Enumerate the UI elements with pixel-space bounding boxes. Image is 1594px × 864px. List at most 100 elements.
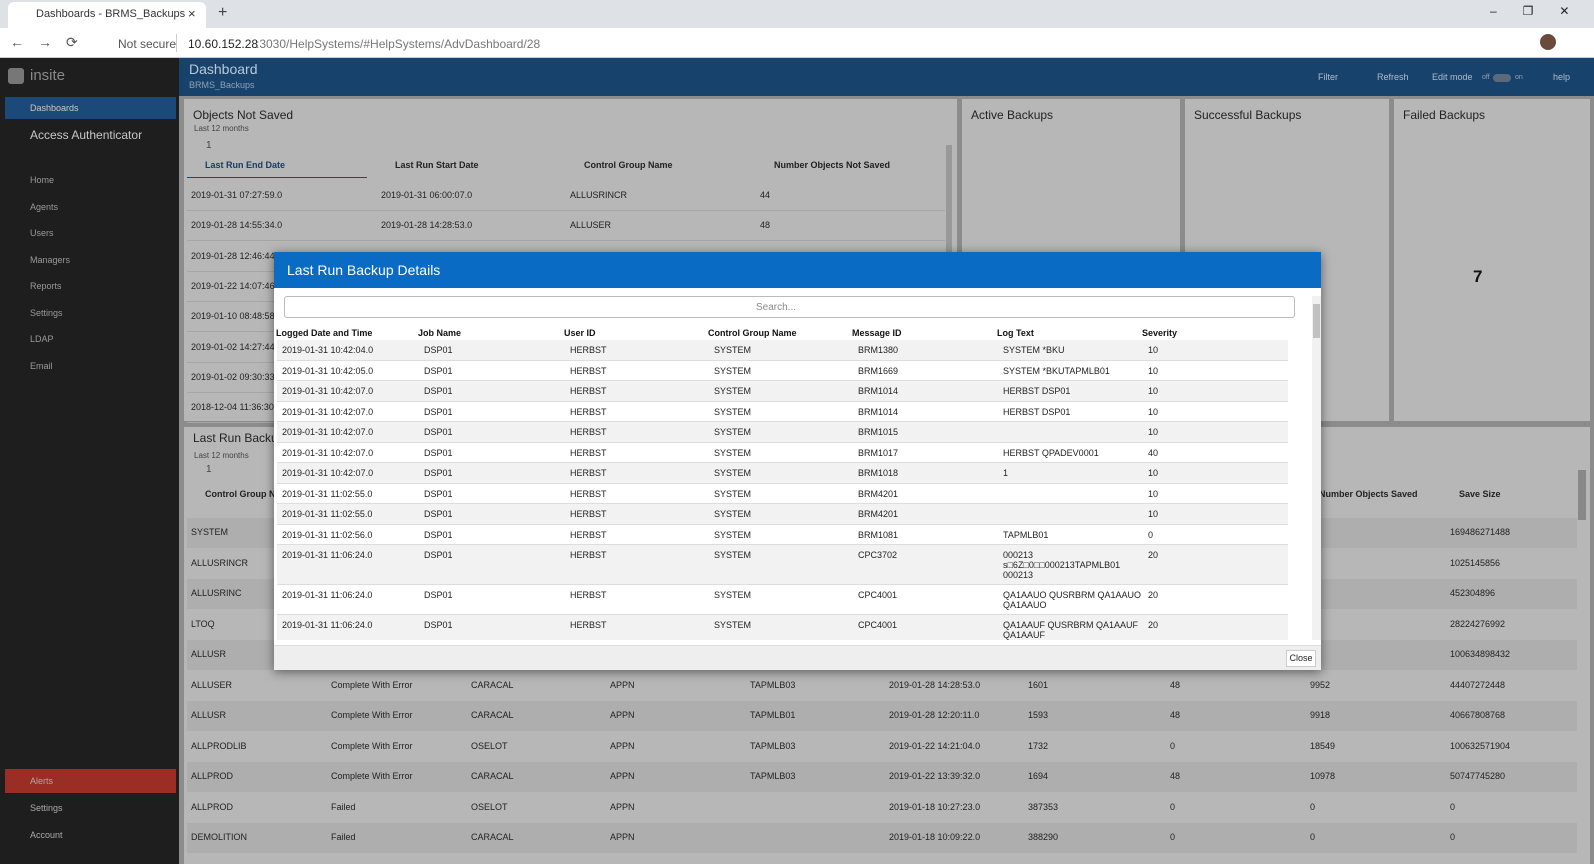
column-header[interactable]: Control Group Na xyxy=(205,489,281,499)
new-tab[interactable]: + xyxy=(218,4,228,21)
row-line xyxy=(187,240,945,242)
cell: 2019-01-10 08:48:58.0 xyxy=(191,311,283,322)
cell: 28224276992 xyxy=(1450,618,1506,629)
nav-bottom[interactable]: Alerts xyxy=(30,776,54,786)
search-placeholder: Search... xyxy=(756,302,797,313)
cell: HERBST xyxy=(570,590,607,600)
pager[interactable]: 1 xyxy=(206,464,212,475)
cell: BRM4201 xyxy=(858,489,899,499)
cell: SYSTEM xyxy=(714,489,752,499)
nav-item[interactable]: Home xyxy=(30,175,55,185)
cell: HERBST xyxy=(570,468,607,478)
cell: 0 xyxy=(1450,801,1456,812)
modal-footer xyxy=(274,645,1321,670)
column-header[interactable]: Log Text xyxy=(997,328,1034,338)
cell: 0 xyxy=(1310,832,1316,842)
row xyxy=(277,443,1288,463)
cell: DSP01 xyxy=(424,345,453,355)
close-button[interactable]: Close xyxy=(1286,650,1316,667)
url-path: :3030/HelpSystems/#HelpSystems/AdvDashbo… xyxy=(256,37,541,51)
column-header[interactable]: Number Objects Not Saved xyxy=(774,160,891,170)
cell: Complete With Error xyxy=(331,771,413,781)
nav-item[interactable]: Agents xyxy=(30,201,59,212)
nav-buttons[interactable]: ←→⟳ xyxy=(10,34,92,50)
cell: 44407272448 xyxy=(1450,679,1506,690)
cell: 48 xyxy=(1170,771,1181,781)
header-action[interactable]: Edit mode xyxy=(1432,72,1473,82)
cell: Complete With Error xyxy=(331,710,413,720)
cell: Failed xyxy=(331,832,356,842)
tab-close[interactable]: × xyxy=(188,6,196,21)
column-header[interactable]: User ID xyxy=(564,328,596,338)
nav-bottom[interactable]: Settings xyxy=(30,803,63,813)
cell: CPC3702 xyxy=(858,550,898,560)
cell: DSP01 xyxy=(424,468,453,478)
tile-value: 7 xyxy=(1473,267,1483,286)
cell: HERBST xyxy=(570,427,607,437)
cell: 100632571904 xyxy=(1450,740,1511,751)
cell: HERBST xyxy=(570,345,607,355)
column-header[interactable]: Control Group Name xyxy=(584,160,673,170)
help[interactable]: help xyxy=(1553,72,1571,82)
panel-title: Objects Not Saved xyxy=(193,108,294,122)
cell: HERBST xyxy=(570,366,607,376)
row-band xyxy=(187,670,1577,701)
cell: CPC4001 xyxy=(858,620,898,630)
nav-item[interactable]: Users xyxy=(30,228,54,238)
column-header[interactable]: Message ID xyxy=(852,328,902,338)
cell: LTOQ xyxy=(191,618,215,629)
cell: 0 xyxy=(1170,832,1176,842)
cell: ALLPRODLIB xyxy=(191,740,247,751)
nav-item[interactable]: LDAP xyxy=(30,334,54,344)
cell: BRM1014 xyxy=(858,407,899,417)
search-box[interactable] xyxy=(284,296,1295,318)
header-action[interactable]: Refresh xyxy=(1377,72,1409,82)
cell: BRM1015 xyxy=(858,427,899,437)
column-header[interactable]: Number Objects Saved xyxy=(1319,489,1418,499)
cell: 2019-01-18 10:27:23.0 xyxy=(889,801,981,812)
nav-primary[interactable]: Dashboards xyxy=(30,103,79,113)
cell: 2019-01-22 14:21:04.0 xyxy=(889,740,981,751)
nav-item[interactable]: Settings xyxy=(30,307,63,318)
column-header[interactable]: Last Run Start Date xyxy=(395,160,479,170)
cell: 2019-01-28 14:28:53.0 xyxy=(381,220,473,231)
column-header[interactable]: Control Group Name xyxy=(708,328,797,338)
toolbar xyxy=(0,28,1594,58)
cell: ALLUSER xyxy=(570,220,612,231)
tile-title: Failed Backups xyxy=(1403,108,1486,122)
cell: SYSTEM xyxy=(714,407,752,417)
cell: DSP01 xyxy=(424,489,453,499)
column-header[interactable]: Last Run End Date xyxy=(205,160,286,170)
nav-item[interactable]: Email xyxy=(30,360,53,371)
pager[interactable]: 1 xyxy=(206,140,212,151)
cell: 0 xyxy=(1148,530,1154,540)
column-header[interactable]: Severity xyxy=(1142,328,1178,338)
tab-strip xyxy=(0,0,1594,28)
cell: 387353 xyxy=(1028,801,1059,812)
cell: 2019-01-18 10:09:22.0 xyxy=(889,832,981,842)
toggle-on[interactable]: on xyxy=(1515,74,1523,81)
column-header[interactable]: Logged Date and Time xyxy=(276,328,373,338)
url-sep xyxy=(176,34,177,52)
nav-bottom[interactable]: Account xyxy=(30,830,63,840)
header-action[interactable]: Filter xyxy=(1318,72,1338,82)
tab[interactable] xyxy=(8,2,206,28)
nav-item[interactable]: Reports xyxy=(30,281,62,291)
cell: HERBST xyxy=(570,509,607,519)
tile-title: Successful Backups xyxy=(1194,108,1302,122)
cell: 10 xyxy=(1148,366,1159,376)
toggle-off[interactable]: off xyxy=(1482,74,1490,81)
row xyxy=(277,525,1288,545)
nav-primary[interactable]: Access Authenticator xyxy=(30,128,143,142)
cell: 2019-01-31 11:06:24.0 xyxy=(282,550,373,560)
cell: QA1AAUO QUSRBRM QA1AAUO QA1AAUO xyxy=(1003,590,1142,610)
cell: 2019-01-31 11:06:24.0 xyxy=(282,590,373,600)
column-header[interactable]: Job Name xyxy=(418,328,462,338)
cell: ALLPROD xyxy=(191,771,234,781)
header-title: Dashboard xyxy=(189,61,258,77)
column-header[interactable]: Save Size xyxy=(1459,489,1501,499)
cell: 0 xyxy=(1170,740,1176,751)
cell: 44 xyxy=(760,190,771,200)
nav-item[interactable]: Managers xyxy=(30,254,71,265)
cell: Failed xyxy=(331,801,356,812)
